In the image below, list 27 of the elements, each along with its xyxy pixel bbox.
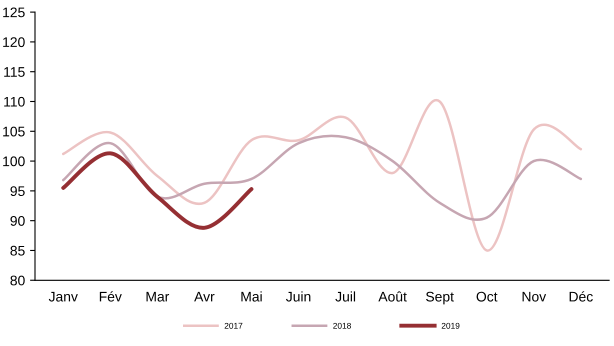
x-tick-label: Août — [378, 291, 407, 302]
y-tick-label: 90 — [10, 216, 25, 226]
y-tick-label: 95 — [10, 186, 25, 196]
legend-label: 2017 — [224, 322, 242, 329]
x-tick-label: Juin — [286, 291, 310, 302]
y-tick-label: 120 — [3, 37, 25, 48]
x-tick-label: Sept — [426, 292, 454, 304]
y-tick-label: 100 — [3, 156, 25, 166]
line-series — [62, 100, 582, 252]
x-tick-label: Mar — [146, 292, 170, 302]
x-tick-label: Fév — [100, 291, 122, 302]
x-tick-label: Nov — [522, 292, 546, 302]
y-tick-label: 115 — [4, 67, 25, 77]
x-tick-label: Mai — [241, 291, 262, 302]
x-tick-label: Oct — [476, 292, 498, 302]
x-tick-label: Juil — [335, 291, 356, 302]
x-tick-label: Avr — [194, 292, 214, 302]
y-tick-label: 125 — [3, 7, 25, 18]
y-tick-label: 110 — [4, 96, 25, 107]
legend-label: 2019 — [442, 322, 460, 329]
line-series — [61, 151, 254, 230]
x-tick-label: Déc — [570, 291, 593, 302]
y-tick-label: 85 — [10, 246, 25, 256]
y-tick-label: 105 — [3, 126, 25, 136]
y-tick-label: 80 — [10, 276, 25, 286]
legend-label: 2018 — [333, 322, 351, 329]
x-tick-label: Janv — [48, 292, 78, 302]
